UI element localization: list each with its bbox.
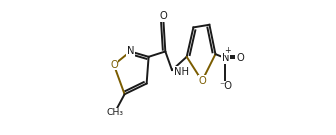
- Text: NH: NH: [174, 67, 189, 77]
- Text: N: N: [222, 53, 229, 63]
- Text: ⁻O: ⁻O: [219, 81, 232, 91]
- Text: O: O: [198, 76, 206, 86]
- Text: CH₃: CH₃: [106, 108, 123, 117]
- Text: O: O: [160, 11, 167, 21]
- Text: N: N: [127, 46, 134, 56]
- Text: +: +: [224, 46, 230, 55]
- Text: O: O: [236, 53, 244, 63]
- Text: O: O: [110, 60, 118, 70]
